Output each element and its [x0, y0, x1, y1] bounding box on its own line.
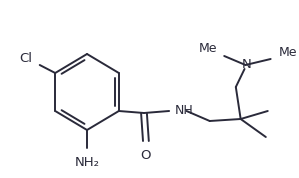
Text: NH: NH: [175, 103, 194, 116]
Text: Me: Me: [199, 41, 217, 54]
Text: N: N: [242, 59, 251, 72]
Text: O: O: [141, 149, 151, 162]
Text: Me: Me: [278, 46, 297, 59]
Text: Cl: Cl: [19, 53, 32, 66]
Text: NH₂: NH₂: [74, 156, 100, 169]
